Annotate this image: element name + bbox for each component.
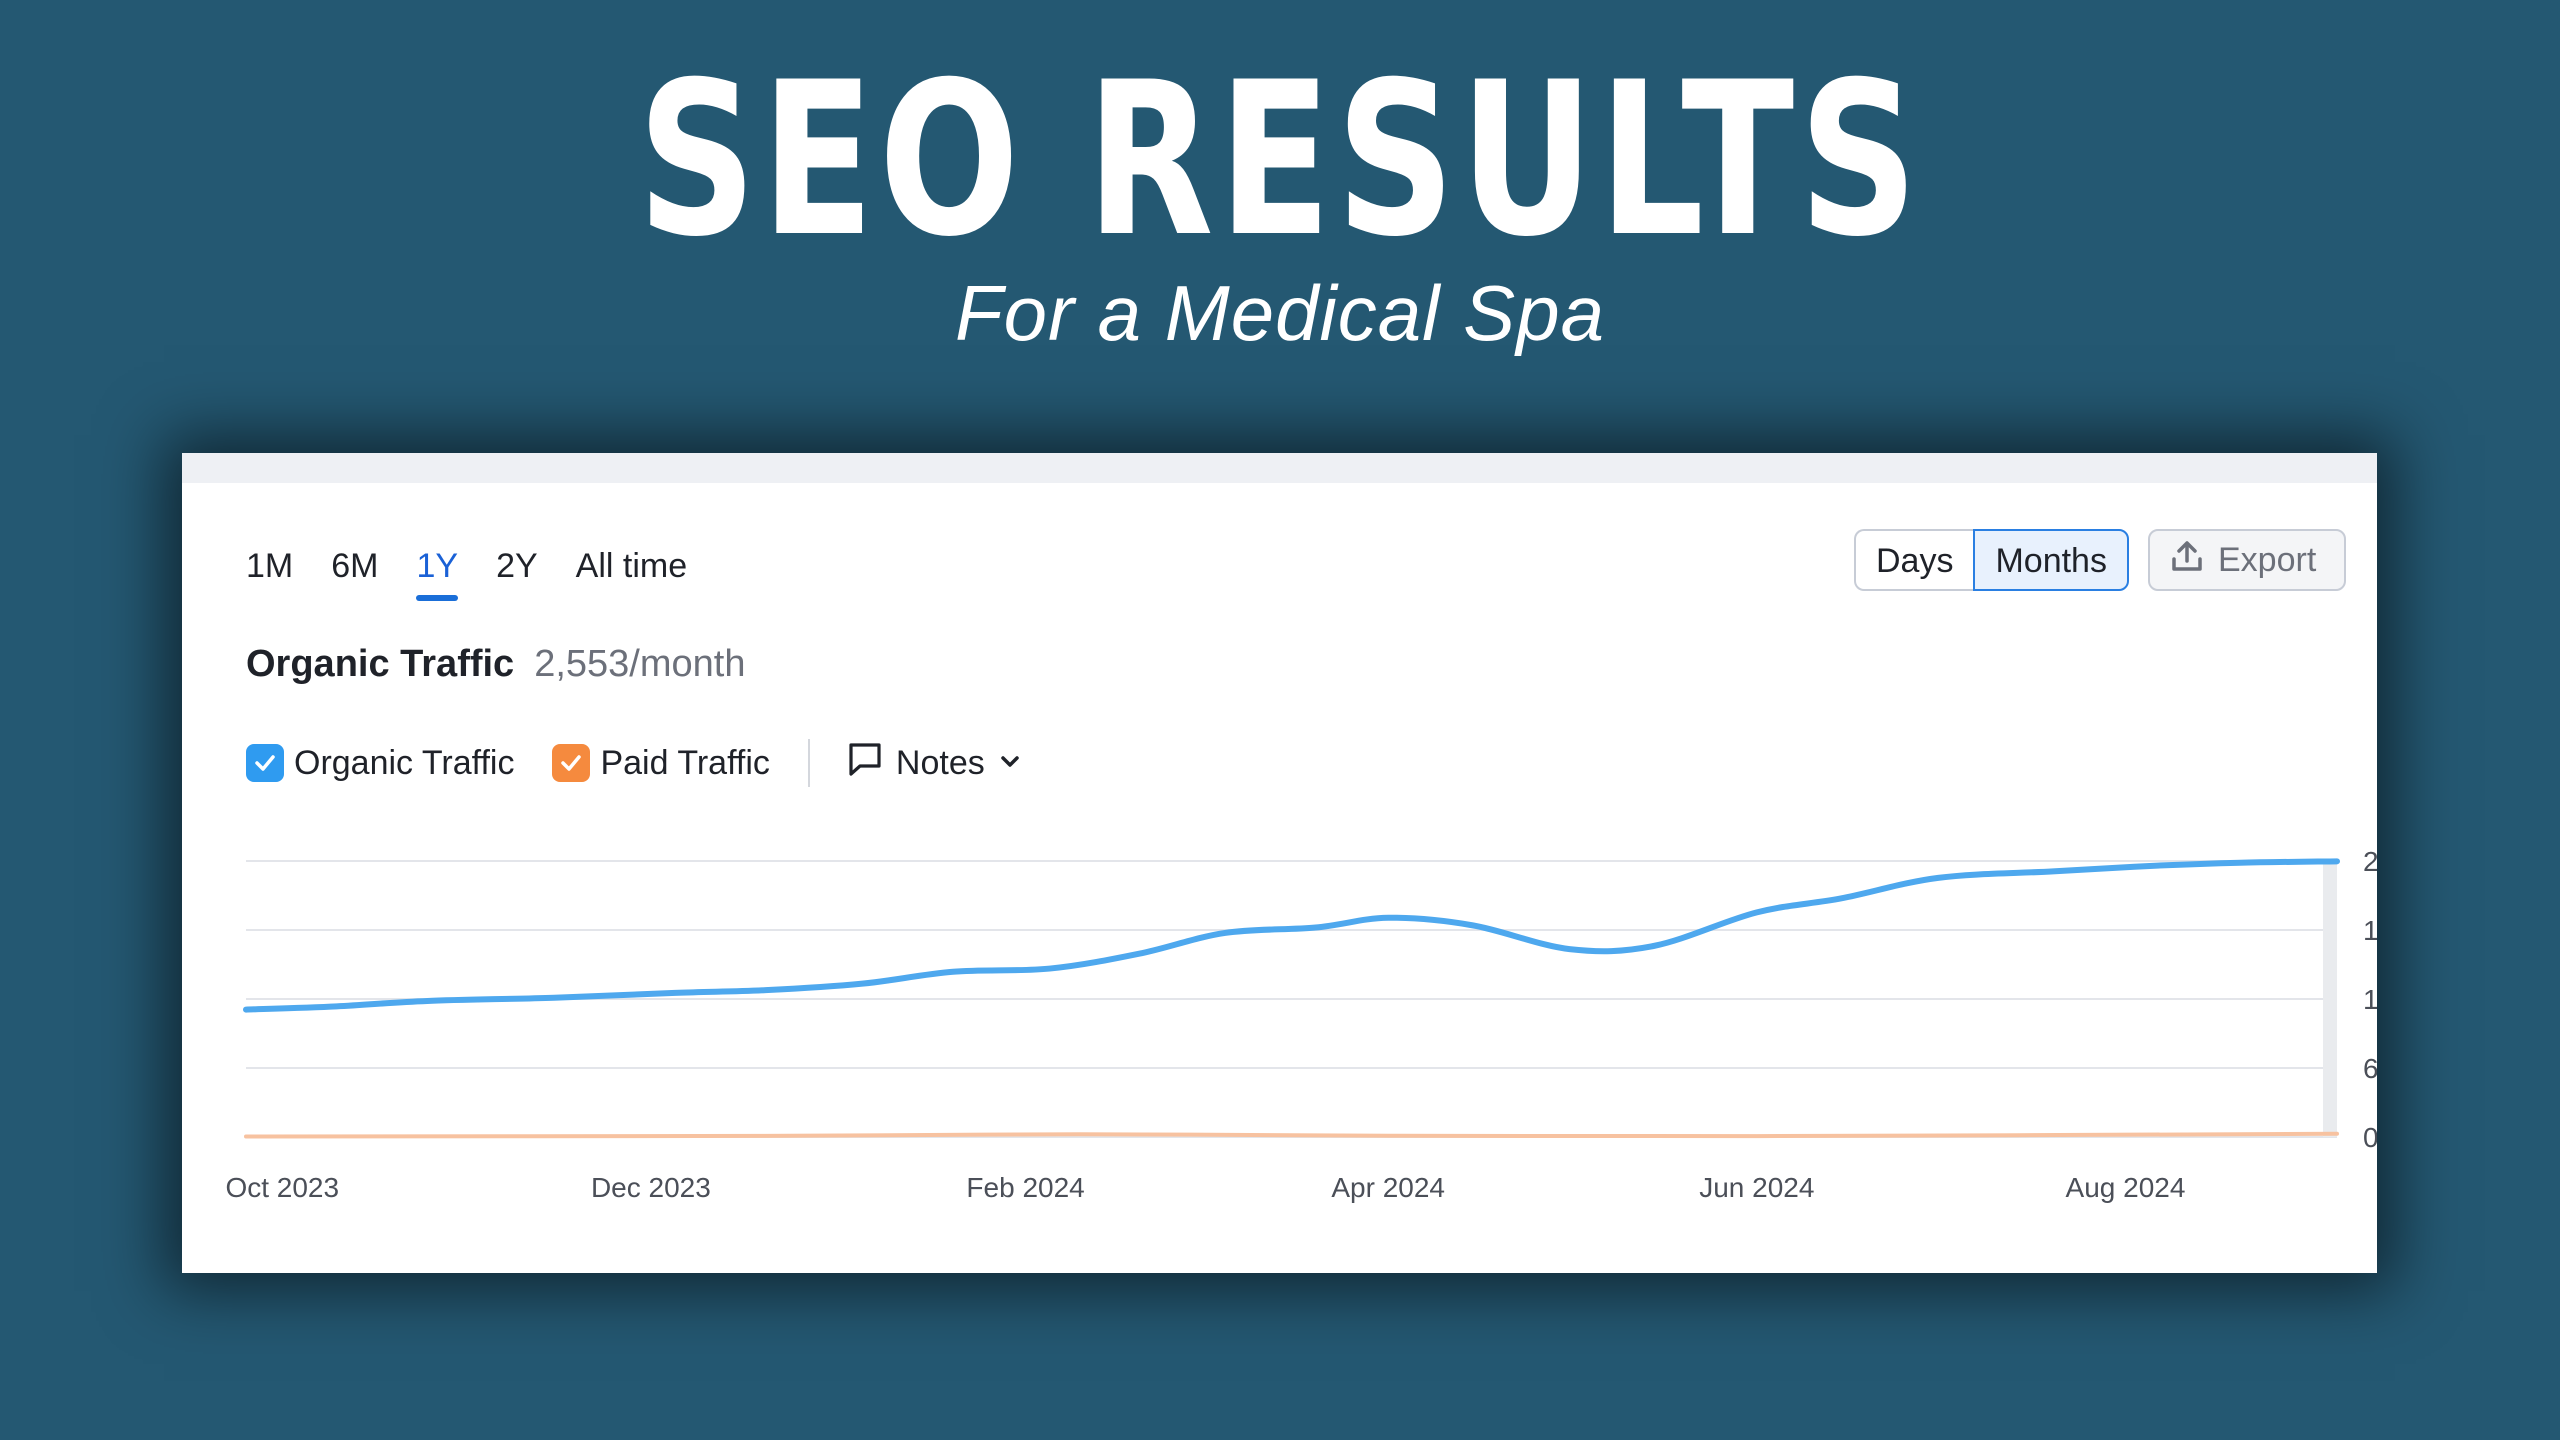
x-tick-label: Apr 2024 — [1331, 1172, 1445, 1203]
y-tick-label: 1.3K — [2363, 984, 2377, 1015]
traffic-card: 1M 6M 1Y 2Y All time Days Months Export … — [182, 453, 2377, 1273]
organic-traffic-line — [243, 858, 2340, 1013]
headline: SEO RESULTS — [637, 36, 1923, 283]
current-period-band — [2323, 861, 2337, 1137]
legend-paid-label: Paid Traffic — [600, 743, 770, 782]
legend-paid[interactable]: Paid Traffic — [552, 743, 770, 783]
notes-label: Notes — [895, 743, 985, 782]
x-tick-label: Jun 2024 — [1699, 1172, 1814, 1203]
granularity-toggle: Days Months — [1854, 529, 2129, 591]
legend: Organic Traffic Paid Traffic Notes — [246, 739, 1023, 787]
notes-dropdown[interactable]: Notes — [846, 740, 1023, 787]
metric-summary: Organic Traffic 2,553/month — [246, 643, 745, 686]
export-button[interactable]: Export — [2148, 529, 2346, 591]
metric-label: Organic Traffic — [246, 643, 515, 685]
tab-6m[interactable]: 6M — [331, 547, 379, 585]
chart-area: 2.6K 1.9K 1.3K 639 0 Oct 2023 Dec 2023 Feb 2024… — [182, 823, 2377, 1273]
paid-traffic-line — [244, 1131, 2339, 1139]
export-label: Export — [2218, 540, 2317, 579]
chevron-down-icon — [997, 744, 1023, 783]
legend-organic[interactable]: Organic Traffic — [246, 744, 514, 783]
comment-icon — [846, 740, 884, 787]
y-tick-label: 639 — [2363, 1053, 2377, 1084]
subheadline: For a Medical Spa — [955, 269, 1605, 357]
checkbox-organic-icon[interactable] — [246, 744, 284, 782]
card-top-bar — [182, 453, 2377, 483]
x-tick-label: Aug 2024 — [2066, 1172, 2186, 1203]
x-tick-label: Oct 2023 — [225, 1172, 339, 1203]
tab-all-time[interactable]: All time — [575, 547, 688, 585]
metric-value: 2,553/month — [534, 643, 746, 685]
y-tick-label: 1.9K — [2363, 915, 2377, 946]
y-tick-label: 2.6K — [2363, 846, 2377, 877]
y-tick-label: 0 — [2363, 1122, 2377, 1153]
legend-divider — [807, 739, 810, 787]
upload-icon — [2170, 539, 2204, 582]
legend-organic-label: Organic Traffic — [294, 743, 515, 782]
tab-1m[interactable]: 1M — [246, 547, 294, 585]
traffic-chart: 2.6K 1.9K 1.3K 639 0 Oct 2023 Dec 2023 Feb 2024… — [225, 846, 2377, 1203]
x-tick-label: Feb 2024 — [966, 1172, 1084, 1203]
tab-1y[interactable]: 1Y — [416, 541, 458, 601]
x-tick-label: Dec 2023 — [591, 1172, 711, 1203]
period-tabs: 1M 6M 1Y 2Y All time — [246, 541, 725, 601]
checkbox-paid-icon[interactable] — [552, 744, 591, 782]
days-button[interactable]: Days — [1854, 529, 1974, 591]
months-button[interactable]: Months — [1973, 529, 2129, 591]
tab-2y[interactable]: 2Y — [496, 547, 538, 585]
